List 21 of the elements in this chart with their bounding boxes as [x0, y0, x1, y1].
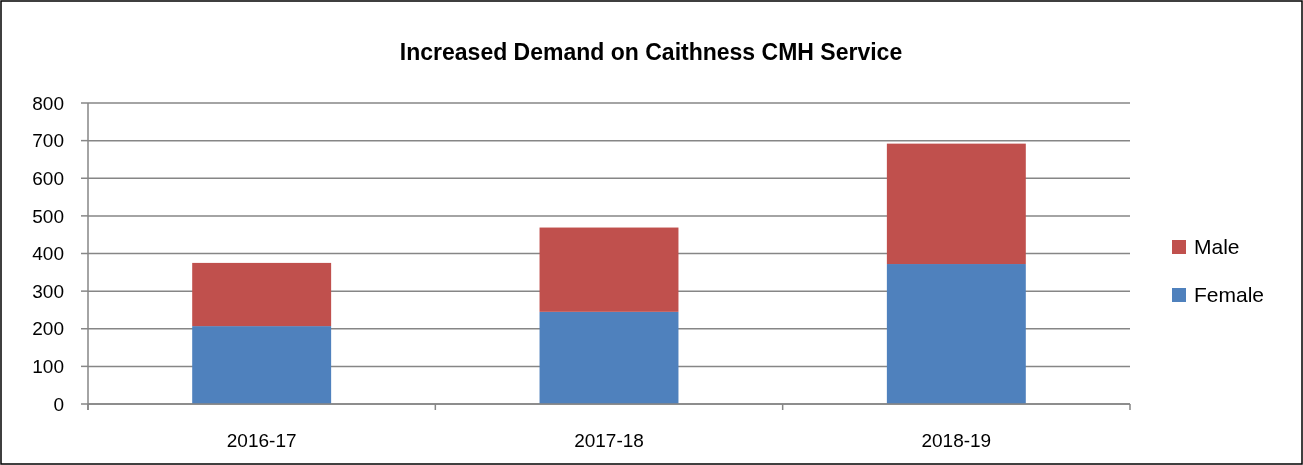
chart-title: Increased Demand on Caithness CMH Service: [399, 39, 903, 65]
y-tick-label: 500: [32, 205, 64, 227]
x-tick-label: 2018-19: [921, 429, 992, 451]
y-tick-label: 600: [32, 167, 64, 189]
bar: [886, 264, 1026, 404]
y-tick-label: 100: [32, 356, 64, 378]
x-tick-label: 2017-18: [574, 429, 644, 451]
bar: [539, 311, 679, 404]
y-tick-label: 700: [32, 130, 64, 152]
bar: [192, 326, 332, 404]
y-tick-label: 400: [32, 243, 64, 265]
x-tick-label: 2016-17: [226, 429, 297, 451]
bar: [192, 262, 332, 327]
y-tick-label: 200: [32, 318, 64, 340]
legend-label: Male: [1194, 235, 1240, 259]
y-tick-label: 300: [32, 280, 64, 302]
bar: [886, 143, 1026, 265]
y-tick-label: 800: [32, 92, 64, 114]
legend-label: Female: [1194, 283, 1265, 307]
bar: [539, 227, 679, 312]
y-tick-label: 0: [53, 393, 64, 415]
